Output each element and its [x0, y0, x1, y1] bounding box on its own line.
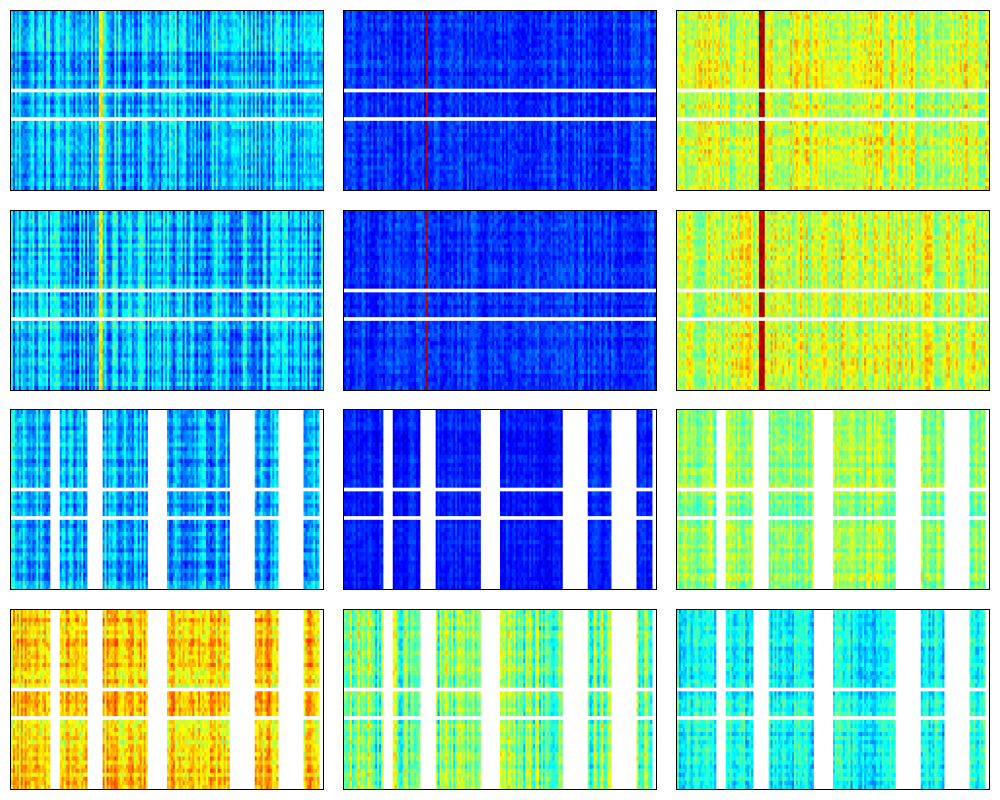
heatmap-row1-col1 — [11, 11, 323, 190]
heatmap-panel-row1-col1 — [10, 10, 324, 191]
